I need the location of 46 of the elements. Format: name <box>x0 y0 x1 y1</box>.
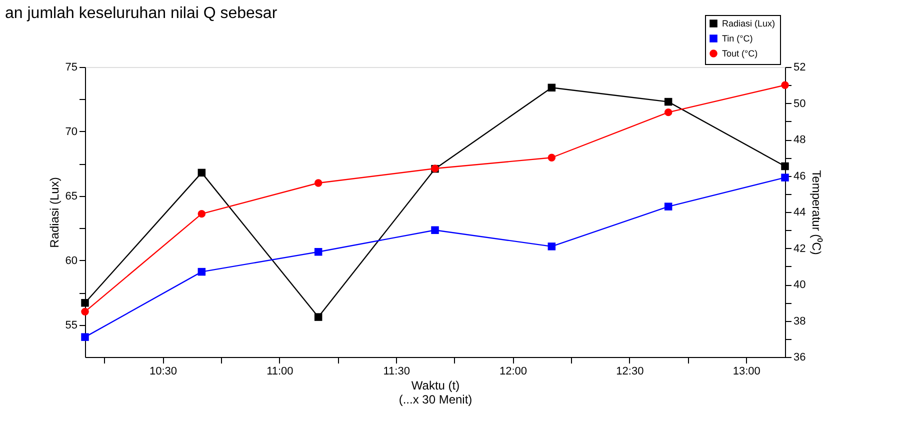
point <box>548 242 556 250</box>
x-tick-label: 10:30 <box>150 366 178 378</box>
x-axis-title: Waktu (t) (...x 30 Menit) <box>398 378 472 406</box>
y2-tick-label: 36 <box>794 352 806 364</box>
y-tick-label: 75 <box>65 62 78 74</box>
legend-label: Tin (°C) <box>722 34 753 44</box>
y2-tick-label: 48 <box>794 134 806 146</box>
point <box>314 179 322 187</box>
point <box>664 108 672 116</box>
point <box>781 174 789 182</box>
point <box>81 308 89 316</box>
point <box>314 313 322 321</box>
y-tick-label: 60 <box>65 254 78 267</box>
point <box>198 210 206 218</box>
y2-tick-label: 40 <box>794 279 806 291</box>
point <box>781 81 789 89</box>
y2-tick-label: 44 <box>794 206 806 218</box>
x-tick-label: 11:30 <box>383 366 410 378</box>
point <box>781 162 789 170</box>
point <box>81 333 89 341</box>
y2-tick-label: 38 <box>794 315 806 328</box>
y-axis-title: Radiasi (Lux) <box>47 177 62 248</box>
y2-tick-label: 42 <box>794 242 806 255</box>
y2-tick-label: 46 <box>794 170 806 182</box>
y2-axis-title: Temperatur (⁰C) <box>810 170 824 255</box>
point <box>664 202 672 210</box>
y-tick-label: 65 <box>65 190 78 202</box>
text: an jumlah keseluruhan nilai Q sebesar <box>5 5 278 22</box>
point <box>431 226 439 234</box>
legend-label: Radiasi (Lux) <box>722 18 776 28</box>
x-tick-label: 12:00 <box>500 366 528 378</box>
legend-label: Tout (°C) <box>722 48 758 58</box>
point <box>198 168 206 177</box>
point <box>314 248 322 256</box>
y-tick-label: 55 <box>65 319 78 332</box>
x-tick-label: 11:00 <box>266 366 294 378</box>
y2-tick-label: 52 <box>794 62 806 74</box>
point <box>548 154 556 162</box>
y-tick-label: 70 <box>65 126 78 138</box>
point <box>664 98 672 106</box>
x-tick-label: 12:30 <box>616 366 644 378</box>
y2-tick-label: 50 <box>794 98 806 110</box>
x-tick-label: 13:00 <box>732 366 760 378</box>
point <box>198 268 206 276</box>
point <box>548 84 556 92</box>
point <box>81 298 89 307</box>
